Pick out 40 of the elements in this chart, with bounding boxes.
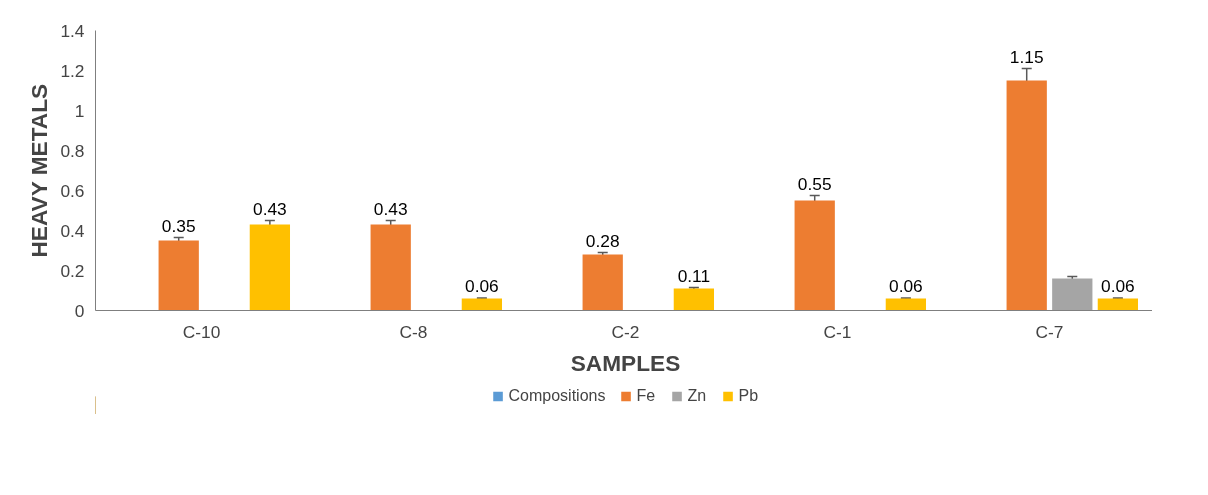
x-tick-label: C-10 (182, 321, 221, 342)
data-label: 0.28 (585, 230, 620, 251)
y-tick-label: 1.2 (60, 60, 85, 81)
x-tick-label: C-7 (1035, 321, 1064, 342)
x-axis-title: SAMPLES (570, 349, 681, 376)
y-tick-label: 0.4 (60, 220, 85, 241)
y-tick-label: 0 (74, 300, 85, 321)
data-label: 0.06 (1101, 275, 1135, 296)
bar (1006, 80, 1047, 311)
data-label: 1.15 (1009, 46, 1044, 67)
data-label: 0.43 (253, 198, 287, 219)
data-label: 0.06 (889, 275, 923, 296)
data-label: 0.06 (465, 275, 499, 296)
y-tick-label: 0.2 (60, 260, 85, 281)
bar (1097, 298, 1139, 311)
data-label: 0.43 (373, 198, 408, 219)
legend-label: Fe (636, 387, 657, 405)
legend-label: Zn (687, 387, 708, 405)
x-tick-label: C-1 (823, 321, 852, 342)
x-tick-label: C-8 (399, 321, 428, 342)
bar (249, 224, 291, 311)
bar (370, 224, 411, 311)
bar (461, 298, 503, 311)
bar (885, 298, 927, 311)
y-tick-label: 0.6 (60, 180, 85, 201)
bar (794, 200, 835, 311)
bar (158, 240, 199, 311)
bar (673, 288, 715, 311)
y-tick-label: 0.8 (60, 140, 85, 161)
data-label: 0.55 (797, 173, 832, 194)
bar (1052, 278, 1093, 311)
data-label: 0.11 (677, 265, 711, 286)
bar (582, 254, 623, 311)
data-label: 0.35 (161, 215, 196, 236)
legend-label: Compositions (508, 387, 606, 405)
y-tick-label: 1.4 (60, 20, 85, 41)
y-tick-label: 1 (74, 100, 85, 121)
legend-label: Pb (738, 387, 759, 405)
x-tick-label: C-2 (611, 321, 640, 342)
y-axis-title: HEAVY METALS (26, 83, 53, 258)
